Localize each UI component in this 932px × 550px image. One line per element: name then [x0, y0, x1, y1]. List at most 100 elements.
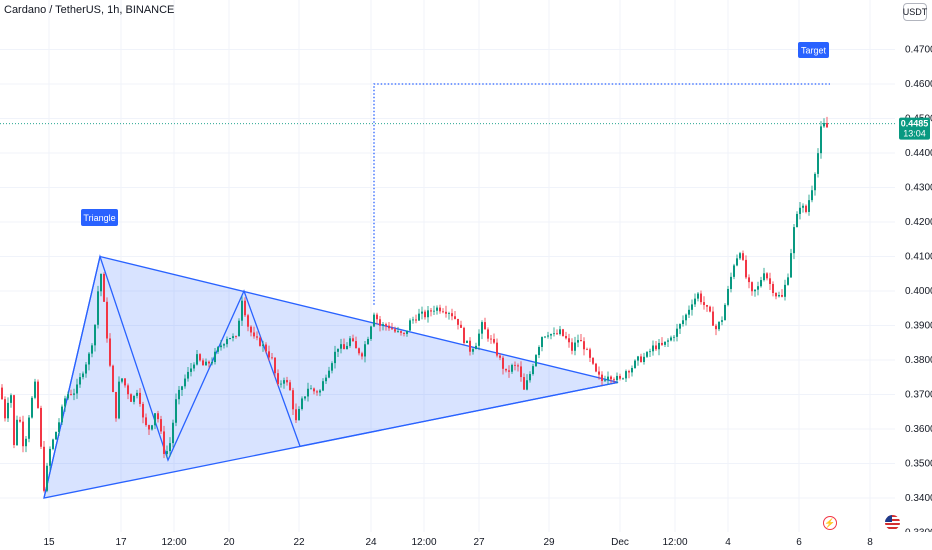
- candle-body: [466, 340, 468, 343]
- candle-body: [739, 253, 741, 259]
- price-axis[interactable]: 0.47000.46000.45000.44000.43000.42000.41…: [895, 0, 932, 539]
- us-flag-icon[interactable]: [885, 515, 900, 530]
- candle-body: [475, 345, 477, 350]
- candle-body: [427, 310, 429, 318]
- price-axis-bg: [895, 0, 932, 532]
- candle-body: [454, 316, 456, 319]
- candle-body: [553, 333, 555, 335]
- candle-body: [628, 371, 630, 373]
- candle-body: [652, 345, 654, 352]
- lightning-icon[interactable]: ⚡: [823, 516, 837, 530]
- candle-body: [658, 342, 660, 350]
- candle-body: [715, 325, 717, 330]
- candle-body: [337, 348, 339, 352]
- candle-body: [208, 361, 210, 364]
- candle-body: [478, 333, 480, 346]
- candlestick-series: [1, 116, 828, 493]
- candle-body: [568, 338, 570, 343]
- candle-body: [13, 395, 15, 446]
- triangle-label-bg[interactable]: [81, 209, 118, 226]
- candle-body: [637, 356, 639, 361]
- candle-body: [61, 406, 63, 423]
- candle-body: [265, 344, 267, 352]
- candle-body: [508, 370, 510, 372]
- candle-body: [418, 313, 420, 321]
- time-tick-label: Dec: [611, 537, 629, 548]
- target-label-bg[interactable]: [798, 42, 829, 58]
- candle-body: [157, 413, 159, 420]
- candle-body: [472, 349, 474, 352]
- candle-body: [46, 465, 48, 491]
- candle-body: [235, 336, 237, 337]
- candle-body: [352, 338, 354, 342]
- time-axis-bg: [0, 532, 932, 550]
- currency-button[interactable]: USDT: [903, 3, 927, 21]
- candle-body: [574, 342, 576, 351]
- time-tick-label: 8: [867, 537, 873, 548]
- candle-body: [640, 356, 642, 362]
- candle-body: [538, 346, 540, 356]
- candle-body: [493, 339, 495, 343]
- candle-body: [43, 446, 45, 491]
- time-tick-label: 20: [223, 537, 235, 548]
- candle-body: [760, 280, 762, 287]
- candle-body: [76, 384, 78, 394]
- candle-body: [550, 334, 552, 336]
- candle-body: [391, 328, 393, 330]
- price-tag-countdown: 13:04: [903, 129, 926, 139]
- candle-body: [247, 315, 249, 327]
- candle-body: [763, 273, 765, 281]
- target-projection[interactable]: Target: [373, 42, 830, 305]
- candle-body: [622, 378, 624, 380]
- candle-body: [604, 380, 606, 382]
- candle-body: [232, 336, 234, 338]
- candle-body: [634, 360, 636, 368]
- price-tag-bg: [899, 117, 930, 140]
- time-axis[interactable]: 15 17 12:00 20 22 24 12:00 27 29 Dec 12:00 4 6 8: [0, 532, 932, 550]
- candle-body: [322, 381, 324, 391]
- candle-body: [172, 422, 174, 444]
- candle-body: [130, 394, 132, 402]
- candle-body: [40, 407, 42, 447]
- candle-body: [691, 304, 693, 310]
- time-tick-label: 29: [543, 537, 555, 548]
- candle-body: [460, 324, 462, 328]
- candle-body: [463, 327, 465, 343]
- chart-title: Cardano / TetherUS, 1h, BINANCE: [4, 4, 175, 16]
- candle-body: [148, 425, 150, 430]
- candle-body: [718, 321, 720, 330]
- candle-body: [100, 273, 102, 292]
- candle-body: [250, 326, 252, 333]
- candle-body: [82, 373, 84, 378]
- candle-body: [688, 309, 690, 315]
- candle-body: [673, 336, 675, 338]
- candle-body: [769, 278, 771, 284]
- candle-body: [238, 320, 240, 337]
- candle-body: [211, 362, 213, 364]
- candle-body: [136, 392, 138, 396]
- candle-body: [487, 329, 489, 339]
- triangle-zigzag[interactable]: [43, 254, 619, 499]
- candle-body: [823, 123, 825, 127]
- candle-body: [430, 310, 432, 312]
- candle-body: [70, 394, 72, 395]
- triangle-pattern[interactable]: Triangle: [43, 209, 619, 499]
- candle-body: [334, 351, 336, 364]
- candle-body: [229, 337, 231, 340]
- triangle-body[interactable]: [43, 255, 619, 499]
- candle-body: [118, 381, 120, 419]
- candle-body: [58, 422, 60, 432]
- candle-body: [307, 388, 309, 397]
- candle-body: [514, 364, 516, 366]
- candle-body: [511, 364, 513, 372]
- candle-body: [748, 277, 750, 283]
- candle-body: [304, 396, 306, 399]
- candle-body: [595, 363, 597, 372]
- candle-body: [436, 307, 438, 311]
- target-line[interactable]: [373, 83, 830, 305]
- time-tick-label: 27: [473, 537, 485, 548]
